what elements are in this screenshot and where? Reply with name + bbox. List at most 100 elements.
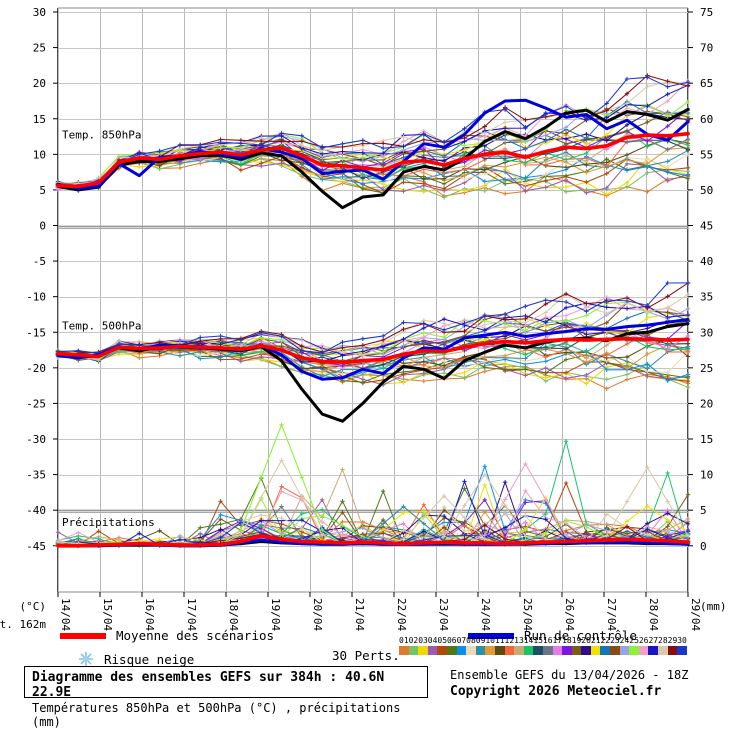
svg-text:75: 75 xyxy=(700,6,713,19)
svg-text:45: 45 xyxy=(700,220,713,233)
member-number: 07 xyxy=(457,636,467,645)
member-color-swatch xyxy=(457,646,467,655)
svg-text:0: 0 xyxy=(39,220,46,233)
svg-text:-20: -20 xyxy=(26,362,46,375)
svg-text:15: 15 xyxy=(33,113,46,126)
snowflake-icon xyxy=(78,651,94,667)
member-color-swatch xyxy=(620,646,630,655)
member-color-swatch xyxy=(447,646,457,655)
member-number: 29 xyxy=(668,636,678,645)
info-title: Diagramme des ensembles GEFS sur 384h : … xyxy=(32,670,427,700)
member-color-swatch xyxy=(658,646,668,655)
member-number: 26 xyxy=(639,636,649,645)
svg-text:-10: -10 xyxy=(26,291,46,304)
svg-text:60: 60 xyxy=(700,113,713,126)
member-color-swatch xyxy=(648,646,658,655)
svg-text:30: 30 xyxy=(33,6,46,19)
member-number: 02 xyxy=(409,636,419,645)
svg-text:-45: -45 xyxy=(26,540,46,553)
svg-text:14/04: 14/04 xyxy=(59,598,72,631)
member-color-swatch xyxy=(505,646,515,655)
svg-text:20: 20 xyxy=(700,397,713,410)
member-number: 14 xyxy=(524,636,534,645)
member-number: 13 xyxy=(514,636,524,645)
member-color-swatch xyxy=(610,646,620,655)
svg-text:-5: -5 xyxy=(33,255,46,268)
member-color-swatch xyxy=(495,646,505,655)
member-number: 06 xyxy=(447,636,457,645)
legend-mean: Moyenne des scénarios xyxy=(60,628,274,643)
member-color-swatch xyxy=(399,646,409,655)
svg-text:10: 10 xyxy=(700,469,713,482)
member-number: 12 xyxy=(505,636,515,645)
svg-text:21/04: 21/04 xyxy=(353,598,366,631)
copyright: Copyright 2026 Meteociel.fr xyxy=(450,684,661,699)
member-number: 09 xyxy=(476,636,486,645)
member-color-swatch xyxy=(543,646,553,655)
svg-text:-30: -30 xyxy=(26,433,46,446)
member-number: 16 xyxy=(543,636,553,645)
svg-text:27/04: 27/04 xyxy=(605,598,618,631)
svg-text:16/04: 16/04 xyxy=(143,598,156,631)
member-color-swatch xyxy=(428,646,438,655)
member-color-swatch xyxy=(677,646,687,655)
svg-text:55: 55 xyxy=(700,148,713,161)
mean-line-swatch xyxy=(60,633,106,639)
member-number: 18 xyxy=(562,636,572,645)
svg-text:20/04: 20/04 xyxy=(311,598,324,631)
svg-text:40: 40 xyxy=(700,255,713,268)
member-color-swatch xyxy=(533,646,543,655)
svg-text:Alt. 162m: Alt. 162m xyxy=(0,618,46,631)
info-box: Diagramme des ensembles GEFS sur 384h : … xyxy=(24,666,428,698)
svg-text:22/04: 22/04 xyxy=(395,598,408,631)
member-number: 21 xyxy=(591,636,601,645)
member-color-swatch xyxy=(572,646,582,655)
legend-snow-label: Risque neige xyxy=(104,652,194,667)
member-color-swatch xyxy=(418,646,428,655)
svg-text:5: 5 xyxy=(700,504,707,517)
member-color-swatch xyxy=(485,646,495,655)
member-number: 19 xyxy=(572,636,582,645)
svg-text:50: 50 xyxy=(700,184,713,197)
svg-text:15/04: 15/04 xyxy=(101,598,114,631)
member-color-swatch xyxy=(629,646,639,655)
svg-text:0: 0 xyxy=(700,540,707,553)
member-number: 27 xyxy=(648,636,658,645)
member-color-swatch xyxy=(476,646,486,655)
svg-text:10: 10 xyxy=(33,148,46,161)
member-number: 05 xyxy=(437,636,447,645)
svg-text:26/04: 26/04 xyxy=(563,598,576,631)
member-color-swatch xyxy=(437,646,447,655)
svg-text:28/04: 28/04 xyxy=(647,598,660,631)
member-color-swatch xyxy=(524,646,534,655)
member-color-swatch xyxy=(409,646,419,655)
svg-text:25: 25 xyxy=(33,42,46,55)
legend-snow: Risque neige xyxy=(78,651,194,667)
svg-text:19/04: 19/04 xyxy=(269,598,282,631)
member-number: 23 xyxy=(610,636,620,645)
svg-text:Précipitations: Précipitations xyxy=(62,516,155,529)
svg-text:65: 65 xyxy=(700,77,713,90)
member-number: 25 xyxy=(629,636,639,645)
svg-text:30: 30 xyxy=(700,326,713,339)
svg-text:(°C): (°C) xyxy=(20,600,47,613)
svg-text:Temp. 500hPa: Temp. 500hPa xyxy=(62,319,141,332)
svg-text:70: 70 xyxy=(700,42,713,55)
member-number: 15 xyxy=(533,636,543,645)
svg-text:18/04: 18/04 xyxy=(227,598,240,631)
svg-text:17/04: 17/04 xyxy=(185,598,198,631)
member-number: 03 xyxy=(418,636,428,645)
member-color-swatch xyxy=(668,646,678,655)
member-number: 01 xyxy=(399,636,409,645)
svg-text:24/04: 24/04 xyxy=(479,598,492,631)
member-color-swatch xyxy=(591,646,601,655)
legend-mean-label: Moyenne des scénarios xyxy=(116,628,274,643)
member-color-swatch xyxy=(600,646,610,655)
svg-text:25/04: 25/04 xyxy=(521,598,534,631)
svg-text:-40: -40 xyxy=(26,504,46,517)
svg-text:23/04: 23/04 xyxy=(437,598,450,631)
svg-text:29/04: 29/04 xyxy=(689,598,702,631)
member-number: 20 xyxy=(581,636,591,645)
